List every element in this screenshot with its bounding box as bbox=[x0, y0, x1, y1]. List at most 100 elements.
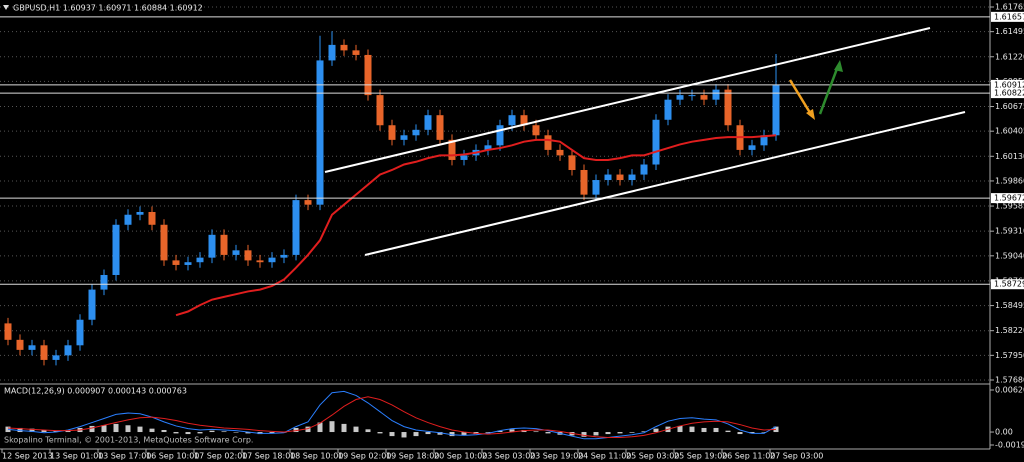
candle-body bbox=[724, 89, 732, 126]
y-tick-label: 1.59585 bbox=[995, 202, 1024, 211]
candle-body bbox=[220, 234, 228, 255]
histogram-bar bbox=[41, 430, 47, 433]
candle-body bbox=[88, 289, 96, 320]
x-tick-label: 27 Sep 03:00 bbox=[770, 452, 823, 461]
candle-body bbox=[124, 214, 132, 225]
histogram-bar bbox=[329, 421, 335, 433]
x-tick-label: 16 Sep 10:00 bbox=[146, 452, 199, 461]
histogram-bar bbox=[113, 423, 119, 433]
candle-body bbox=[400, 135, 408, 140]
histogram-bar bbox=[581, 432, 587, 437]
histogram-bar bbox=[533, 431, 539, 433]
histogram-bar bbox=[137, 426, 143, 433]
candle-body bbox=[532, 125, 540, 136]
x-tick-label: 17 Sep 18:00 bbox=[242, 452, 295, 461]
y-tick-label: 1.59310 bbox=[995, 227, 1024, 236]
candle-body bbox=[592, 180, 600, 195]
level-label: 1.60822 bbox=[994, 89, 1024, 98]
candle-body bbox=[280, 254, 288, 258]
histogram-bar bbox=[305, 426, 311, 433]
candle-body bbox=[460, 155, 468, 160]
histogram-bar bbox=[341, 423, 347, 433]
histogram-bar bbox=[605, 432, 611, 435]
arrow-head bbox=[834, 60, 843, 72]
histogram-bar bbox=[245, 432, 251, 434]
level-box bbox=[991, 279, 1024, 290]
symbol-icon bbox=[3, 5, 9, 10]
candle-body bbox=[112, 224, 120, 275]
histogram-bar bbox=[593, 432, 599, 436]
candle-body bbox=[316, 60, 324, 205]
histogram-bar bbox=[197, 432, 203, 434]
candle-body bbox=[208, 234, 216, 258]
candle-body bbox=[424, 115, 432, 130]
histogram-bar bbox=[701, 427, 707, 433]
y-tick-label: 1.58495 bbox=[995, 301, 1024, 310]
histogram-bar bbox=[425, 432, 431, 435]
histogram-bar bbox=[125, 425, 131, 433]
candle-body bbox=[748, 145, 756, 150]
histogram-bar bbox=[293, 427, 299, 433]
histogram-bar bbox=[233, 432, 239, 433]
histogram-bar bbox=[53, 430, 59, 433]
candle-body bbox=[52, 355, 60, 360]
candle-body bbox=[100, 274, 108, 290]
y-tick-label: 1.60405 bbox=[995, 127, 1024, 136]
chart-title: GBPUSD,H1 1.60937 1.60971 1.60884 1.6091… bbox=[13, 4, 203, 13]
indicator-title: MACD(12,26,9) 0.000907 0.000143 0.000763 bbox=[4, 387, 187, 396]
histogram-bar bbox=[629, 432, 635, 433]
candle-body bbox=[340, 44, 348, 51]
x-tick-label: 23 Sep 19:00 bbox=[530, 452, 583, 461]
candle-body bbox=[664, 99, 672, 120]
x-tick-label: 19 Sep 18:00 bbox=[386, 452, 439, 461]
histogram-bar bbox=[617, 432, 623, 434]
candle-body bbox=[268, 257, 276, 263]
candle-body bbox=[76, 319, 84, 346]
histogram-bar bbox=[641, 431, 647, 433]
level-label: 1.59672 bbox=[994, 194, 1024, 203]
candle-body bbox=[40, 345, 48, 360]
histogram-bar bbox=[545, 432, 551, 434]
candle-body bbox=[28, 345, 36, 350]
candle-body bbox=[604, 174, 612, 181]
candle-body bbox=[232, 250, 240, 255]
histogram-bar bbox=[161, 430, 167, 433]
y-tick-label: 1.57680 bbox=[995, 376, 1024, 385]
y-tick-label: 1.61765 bbox=[995, 3, 1024, 12]
histogram-bar bbox=[149, 428, 155, 433]
candle-body bbox=[568, 155, 576, 170]
candle-body bbox=[4, 323, 12, 340]
y-tick-label: 0.006204 bbox=[995, 386, 1024, 395]
histogram-bar bbox=[401, 432, 407, 438]
candle-body bbox=[196, 257, 204, 263]
histogram-bar bbox=[173, 432, 179, 434]
candle-body bbox=[628, 174, 636, 181]
level-box bbox=[991, 11, 1024, 22]
histogram-bar bbox=[485, 432, 491, 433]
candle-body bbox=[328, 44, 336, 61]
candle-body bbox=[760, 135, 768, 146]
candle-body bbox=[136, 211, 144, 215]
y-tick-label: 1.60130 bbox=[995, 152, 1024, 161]
arrow-up bbox=[818, 65, 840, 115]
candle-body bbox=[376, 95, 384, 126]
candle-body bbox=[544, 135, 552, 150]
candle-body bbox=[16, 339, 24, 350]
x-tick-label: 19 Sep 02:00 bbox=[338, 452, 391, 461]
y-tick-label: 1.61220 bbox=[995, 52, 1024, 61]
histogram-bar bbox=[209, 430, 215, 433]
level-box bbox=[991, 193, 1024, 204]
level-box bbox=[991, 79, 1024, 90]
candle-body bbox=[580, 169, 588, 195]
y-tick-label: -0.001914 bbox=[995, 441, 1024, 450]
candle-body bbox=[676, 95, 684, 100]
macd-line bbox=[7, 390, 777, 440]
histogram-bar bbox=[509, 429, 515, 433]
histogram-bar bbox=[677, 425, 683, 433]
candle-body bbox=[148, 211, 156, 225]
x-tick-label: 25 Sep 19:00 bbox=[674, 452, 727, 461]
histogram-bar bbox=[461, 432, 467, 436]
candle-body bbox=[616, 174, 624, 181]
x-tick-label: 18 Sep 10:00 bbox=[290, 452, 343, 461]
